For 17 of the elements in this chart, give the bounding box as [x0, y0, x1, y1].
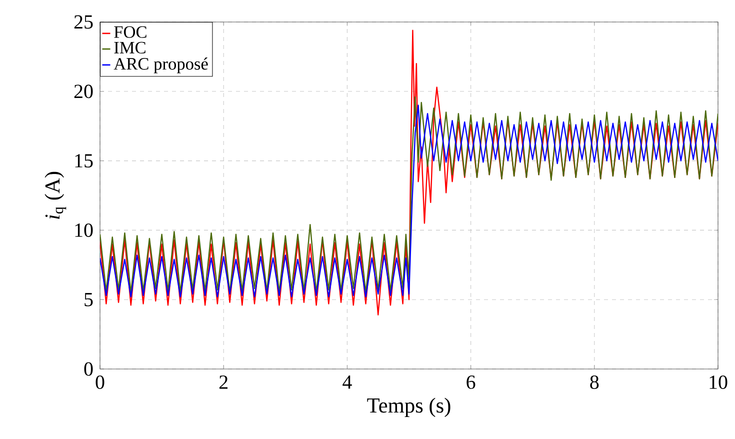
y-tick-label: 25 [74, 15, 93, 29]
x-tick-label: 2 [219, 375, 228, 389]
legend-label: FOC [114, 26, 146, 38]
x-tick-label: 6 [466, 375, 476, 389]
y-tick-label: 0 [84, 362, 93, 376]
x-tick-label: 0 [96, 375, 104, 389]
y-tick-label: 15 [75, 154, 93, 168]
legend-label: ARC proposé [114, 57, 208, 74]
x-tick-label: 8 [590, 375, 599, 389]
y-tick-label: 5 [84, 292, 93, 306]
x-axis-title: Temps (s) [367, 398, 450, 418]
y-tick-label: 10 [75, 223, 93, 237]
x-tick-label: 10 [710, 375, 728, 389]
legend-label: IMC [114, 42, 146, 54]
y-tick-label: 20 [74, 84, 93, 98]
y-axis-title: i$_{q}$ (A) [44, 172, 66, 219]
x-tick-label: 4 [342, 375, 352, 389]
